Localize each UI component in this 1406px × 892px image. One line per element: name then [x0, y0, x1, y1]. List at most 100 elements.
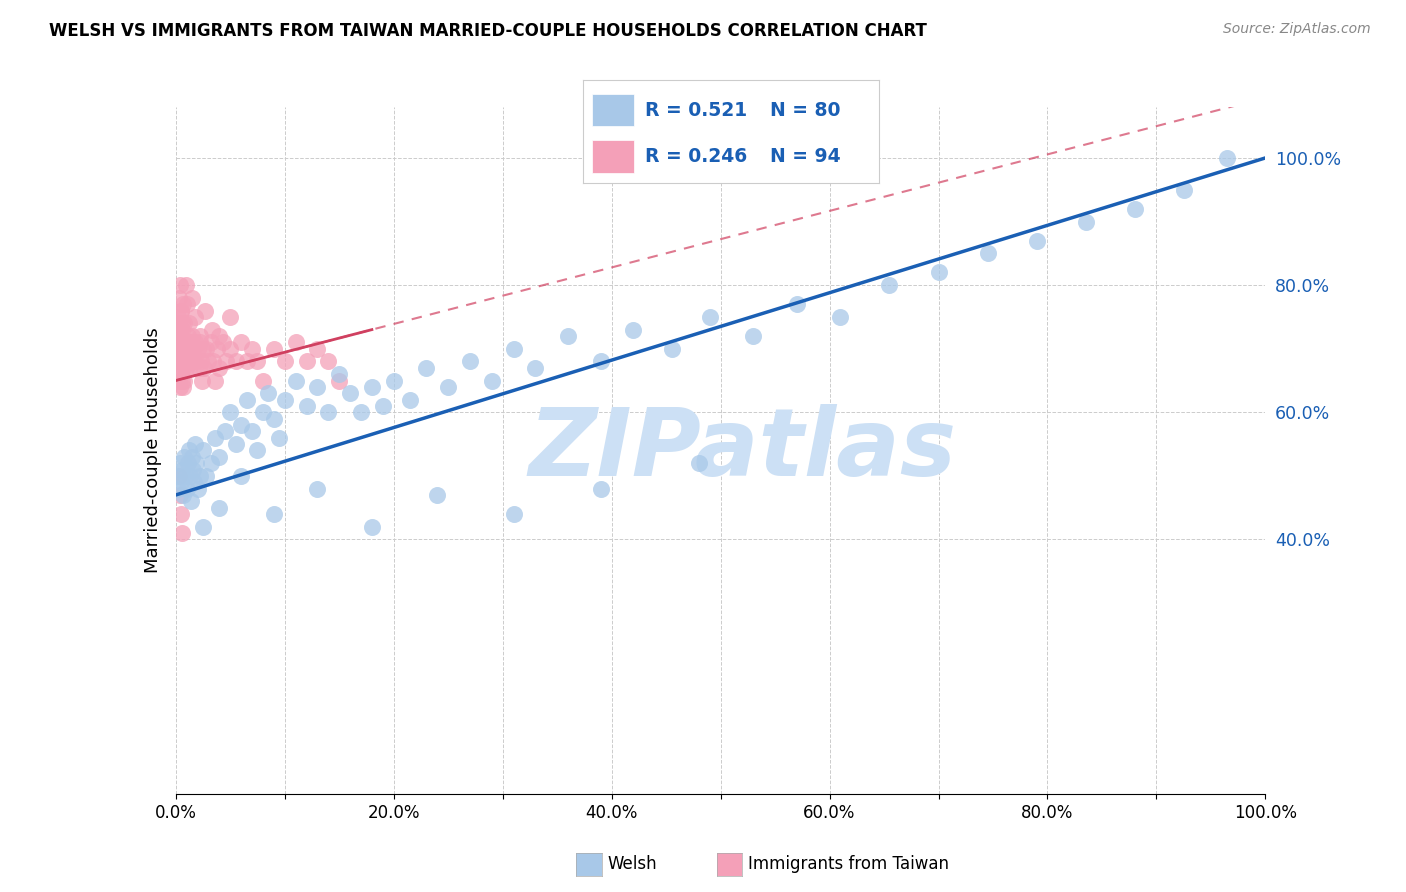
Point — [172, 360, 194, 375]
Point — [589, 354, 612, 368]
Bar — [592, 140, 634, 173]
Point — [191, 342, 214, 356]
Point — [1025, 234, 1047, 248]
Point — [172, 380, 194, 394]
Text: N = 80: N = 80 — [769, 101, 839, 120]
Point — [177, 360, 200, 375]
Point — [173, 316, 195, 330]
Point — [235, 354, 257, 368]
Point — [195, 342, 218, 356]
Point — [186, 354, 208, 368]
Point — [318, 405, 340, 419]
Point — [170, 303, 193, 318]
Point — [179, 469, 201, 483]
Point — [172, 488, 194, 502]
Point — [231, 469, 253, 483]
Point — [176, 335, 198, 350]
Point — [191, 520, 214, 534]
Point — [339, 386, 361, 401]
Point — [179, 335, 201, 350]
Point — [201, 354, 224, 368]
Point — [502, 507, 524, 521]
Point — [219, 310, 242, 324]
Point — [188, 335, 211, 350]
Point — [1173, 183, 1195, 197]
Point — [195, 469, 218, 483]
Point — [1123, 202, 1146, 216]
Point — [231, 335, 253, 350]
Point — [699, 310, 721, 324]
Point — [621, 323, 644, 337]
Point — [191, 374, 214, 388]
Point — [169, 488, 191, 502]
Point — [187, 360, 209, 375]
Point — [371, 399, 394, 413]
Point — [190, 354, 212, 368]
Point — [318, 354, 340, 368]
Point — [180, 494, 202, 508]
Point — [176, 482, 198, 496]
Point — [172, 297, 194, 311]
Point — [201, 323, 224, 337]
Text: Immigrants from Taiwan: Immigrants from Taiwan — [748, 855, 949, 873]
Point — [181, 329, 204, 343]
Point — [219, 342, 242, 356]
Point — [231, 417, 253, 432]
Point — [879, 278, 901, 293]
Point — [172, 323, 194, 337]
Point — [169, 456, 191, 470]
Point — [170, 507, 193, 521]
Point — [191, 443, 214, 458]
Point — [181, 342, 204, 356]
Point — [481, 374, 503, 388]
Point — [437, 380, 460, 394]
Point — [172, 316, 194, 330]
Point — [661, 342, 683, 356]
Point — [177, 342, 200, 356]
Point — [208, 329, 231, 343]
Point — [307, 342, 329, 356]
Point — [246, 354, 269, 368]
Point — [176, 354, 198, 368]
Text: WELSH VS IMMIGRANTS FROM TAIWAN MARRIED-COUPLE HOUSEHOLDS CORRELATION CHART: WELSH VS IMMIGRANTS FROM TAIWAN MARRIED-… — [49, 22, 927, 40]
Point — [167, 469, 190, 483]
Point — [181, 462, 204, 476]
Text: Source: ZipAtlas.com: Source: ZipAtlas.com — [1223, 22, 1371, 37]
Point — [688, 456, 710, 470]
Text: R = 0.246: R = 0.246 — [645, 146, 748, 166]
Point — [167, 354, 190, 368]
Point — [174, 342, 197, 356]
Point — [172, 354, 194, 368]
Point — [928, 265, 950, 279]
Bar — [592, 94, 634, 127]
Point — [215, 354, 238, 368]
Point — [205, 342, 228, 356]
Point — [830, 310, 852, 324]
Point — [240, 425, 263, 439]
Point — [426, 488, 449, 502]
Point — [252, 405, 274, 419]
Point — [167, 374, 190, 388]
Point — [1074, 214, 1097, 228]
Point — [172, 462, 194, 476]
Point — [786, 297, 808, 311]
Point — [415, 360, 437, 375]
Point — [183, 475, 205, 490]
Point — [208, 450, 231, 464]
Point — [295, 354, 318, 368]
Point — [328, 374, 350, 388]
Y-axis label: Married-couple Households: Married-couple Households — [143, 327, 162, 574]
Point — [184, 335, 207, 350]
Point — [208, 360, 231, 375]
Point — [307, 482, 329, 496]
Point — [169, 380, 191, 394]
Point — [167, 482, 190, 496]
Point — [174, 360, 197, 375]
Point — [193, 360, 215, 375]
Point — [263, 411, 285, 425]
Point — [742, 329, 765, 343]
Point — [589, 482, 612, 496]
Point — [186, 482, 209, 496]
Point — [225, 354, 247, 368]
Point — [502, 342, 524, 356]
